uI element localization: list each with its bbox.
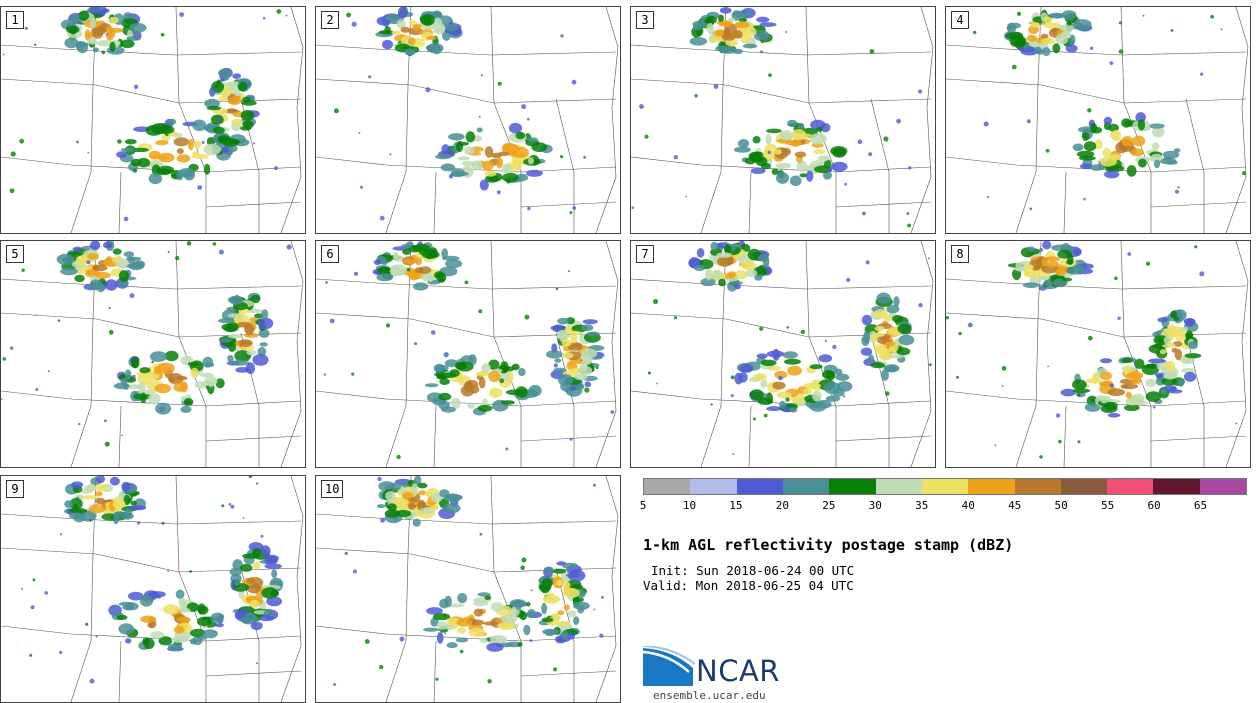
colorbar-swatch [829, 479, 876, 494]
colorbar-tick-label: 35 [915, 499, 929, 512]
stamp-panel[interactable]: 1 [0, 6, 306, 234]
storm-cells [946, 241, 1238, 459]
colorbar-tick-label: 25 [822, 499, 836, 512]
ncar-logo-icon [642, 645, 696, 686]
stamp-panel[interactable]: 9 [0, 475, 306, 703]
colorbar-swatch [921, 479, 969, 494]
stamp-panel[interactable]: 4 [945, 6, 1251, 234]
storm-cells [333, 476, 604, 686]
panel-number: 6 [321, 245, 339, 263]
storm-cells [1, 241, 292, 447]
colorbar-tick-label: 60 [1147, 499, 1161, 512]
colorbar-swatch [1014, 479, 1061, 494]
colorbar-swatch [782, 479, 830, 494]
reflectivity-map [316, 7, 619, 233]
reflectivity-map [1, 241, 304, 467]
state-boundaries [316, 7, 619, 233]
panel-number: 1 [6, 11, 24, 29]
panel-number: 8 [951, 245, 969, 263]
reflectivity-map [1, 7, 304, 233]
colorbar-swatch [1060, 479, 1108, 494]
reflectivity-map [316, 476, 619, 702]
colorbar-legend: 5 10 15 20 25 30 35 40 45 50 55 60 65 [639, 478, 1247, 514]
colorbar-swatch [1107, 479, 1154, 494]
storm-cells [21, 476, 284, 684]
stamp-panel[interactable]: 2 [315, 6, 621, 234]
reflectivity-map [316, 241, 619, 467]
colorbar-tick-label: 55 [1100, 499, 1115, 512]
reflectivity-map [946, 7, 1249, 233]
panel-number: 5 [6, 245, 24, 263]
stamp-panel[interactable]: 8 [945, 240, 1251, 468]
colorbar-tick-label: 10 [682, 499, 697, 512]
panel-number: 3 [636, 11, 654, 29]
colorbar-tick-label: 45 [1008, 499, 1022, 512]
storm-cells [323, 241, 615, 460]
stamp-panel[interactable]: 7 [630, 240, 936, 468]
storm-cells [963, 9, 1247, 211]
storm-cells [2, 7, 288, 222]
colorbar-swatch [736, 479, 783, 494]
reflectivity-map [946, 241, 1249, 467]
stamp-panel[interactable]: 10 [315, 475, 621, 703]
colorbar-ticks: 5 10 15 20 25 30 35 40 45 50 55 60 65 [639, 495, 1247, 512]
storm-cells [631, 7, 923, 228]
website-link[interactable]: ensemble.ucar.edu [653, 689, 766, 702]
colorbar-swatch [690, 479, 737, 494]
colorbar-swatch [968, 479, 1015, 494]
colorbar-tick-label: 50 [1054, 499, 1068, 512]
panel-number: 2 [321, 11, 339, 29]
colorbar-tick-label: 15 [729, 499, 743, 512]
panel-number: 4 [951, 11, 969, 29]
stamp-panel[interactable]: 6 [315, 240, 621, 468]
colorbar-tick-label: 65 [1193, 499, 1208, 512]
init-time: Init: Sun 2018-06-24 00 UTC [651, 563, 855, 578]
colorbar-swatch [1153, 479, 1200, 494]
ncar-logo: NCAR [642, 645, 803, 690]
state-boundaries [631, 7, 934, 233]
storm-cells [333, 7, 587, 221]
colorbar-swatch [644, 479, 691, 494]
colorbar-swatch [875, 479, 922, 494]
colorbar-tick-label: 5 [639, 499, 647, 512]
ncar-logo-text: NCAR [696, 654, 780, 688]
colorbar-tick-label: 30 [868, 499, 882, 512]
reflectivity-map [1, 476, 304, 702]
state-boundaries [946, 7, 1249, 233]
reflectivity-map [631, 241, 934, 467]
colorbar-tick-label: 40 [961, 499, 975, 512]
colorbar-tick-label: 20 [775, 499, 789, 512]
panel-number: 9 [6, 480, 24, 498]
state-boundaries [1, 7, 304, 233]
valid-time: Valid: Mon 2018-06-25 04 UTC [643, 578, 854, 593]
storm-cells [647, 241, 932, 455]
stamp-panel[interactable]: 5 [0, 240, 306, 468]
reflectivity-map [631, 7, 934, 233]
colorbar-swatch [1199, 479, 1247, 494]
figure-title: 1-km AGL reflectivity postage stamp (dBZ… [643, 536, 1014, 554]
colorbar [643, 478, 1247, 495]
panel-number: 10 [321, 480, 344, 498]
panel-number: 7 [636, 245, 654, 263]
stamp-panel[interactable]: 3 [630, 6, 936, 234]
